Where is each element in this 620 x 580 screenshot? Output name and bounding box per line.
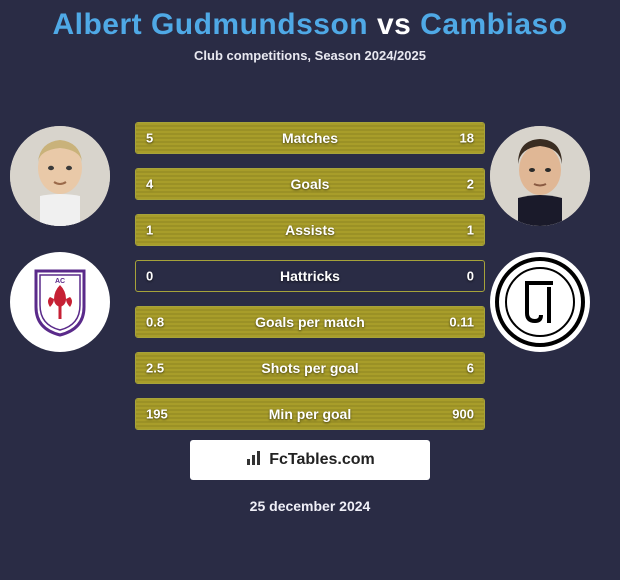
stat-label: Assists: [285, 222, 335, 238]
stat-label: Shots per goal: [261, 360, 358, 376]
stat-value-left: 0: [146, 269, 153, 284]
stat-value-right: 900: [452, 407, 474, 422]
stat-bar: 0 0 Hattricks: [135, 260, 485, 292]
stat-label: Goals per match: [255, 314, 365, 330]
stat-label: Min per goal: [269, 406, 351, 422]
subtitle: Club competitions, Season 2024/2025: [0, 48, 620, 63]
stat-value-right: 18: [460, 131, 474, 146]
chart-icon: [245, 449, 263, 472]
stat-value-left: 0.8: [146, 315, 164, 330]
stat-bar: 1 1 Assists: [135, 214, 485, 246]
stat-value-left: 4: [146, 177, 153, 192]
club2-crest: [490, 252, 590, 352]
stat-value-left: 2.5: [146, 361, 164, 376]
stat-label: Goals: [291, 176, 330, 192]
stat-bar: 4 2 Goals: [135, 168, 485, 200]
stat-fill-left: [136, 215, 310, 245]
stat-label: Matches: [282, 130, 338, 146]
footer-date: 25 december 2024: [250, 498, 371, 514]
stat-value-left: 195: [146, 407, 168, 422]
footer-logo-text: FcTables.com: [269, 451, 375, 469]
stat-fill-left: [136, 169, 368, 199]
footer-logo: FcTables.com: [190, 440, 430, 480]
stat-value-right: 0: [467, 269, 474, 284]
stat-value-right: 1: [467, 223, 474, 238]
stat-fill-right: [212, 123, 484, 153]
stat-value-right: 6: [467, 361, 474, 376]
title-player2: Cambiaso: [420, 8, 567, 41]
stat-bar: 0.8 0.11 Goals per match: [135, 306, 485, 338]
stat-value-left: 5: [146, 131, 153, 146]
page-title: Albert Gudmundsson vs Cambiaso: [0, 0, 620, 42]
title-player1: Albert Gudmundsson: [52, 8, 368, 41]
stat-value-right: 0.11: [449, 315, 474, 330]
stats-bars: 5 18 Matches 4 2 Goals 1 1 Assists 0 0 Hattricks 0.8…: [135, 122, 485, 444]
club1-crest: AC: [10, 252, 110, 352]
svg-text:AC: AC: [55, 278, 65, 285]
title-vs: vs: [368, 8, 420, 41]
stat-label: Hattricks: [280, 268, 340, 284]
stat-bar: 2.5 6 Shots per goal: [135, 352, 485, 384]
stat-value-left: 1: [146, 223, 153, 238]
stat-value-right: 2: [467, 177, 474, 192]
stat-fill-right: [310, 215, 484, 245]
stat-bar: 195 900 Min per goal: [135, 398, 485, 430]
player1-avatar: [10, 126, 110, 226]
stat-bar: 5 18 Matches: [135, 122, 485, 154]
player2-avatar: [490, 126, 590, 226]
